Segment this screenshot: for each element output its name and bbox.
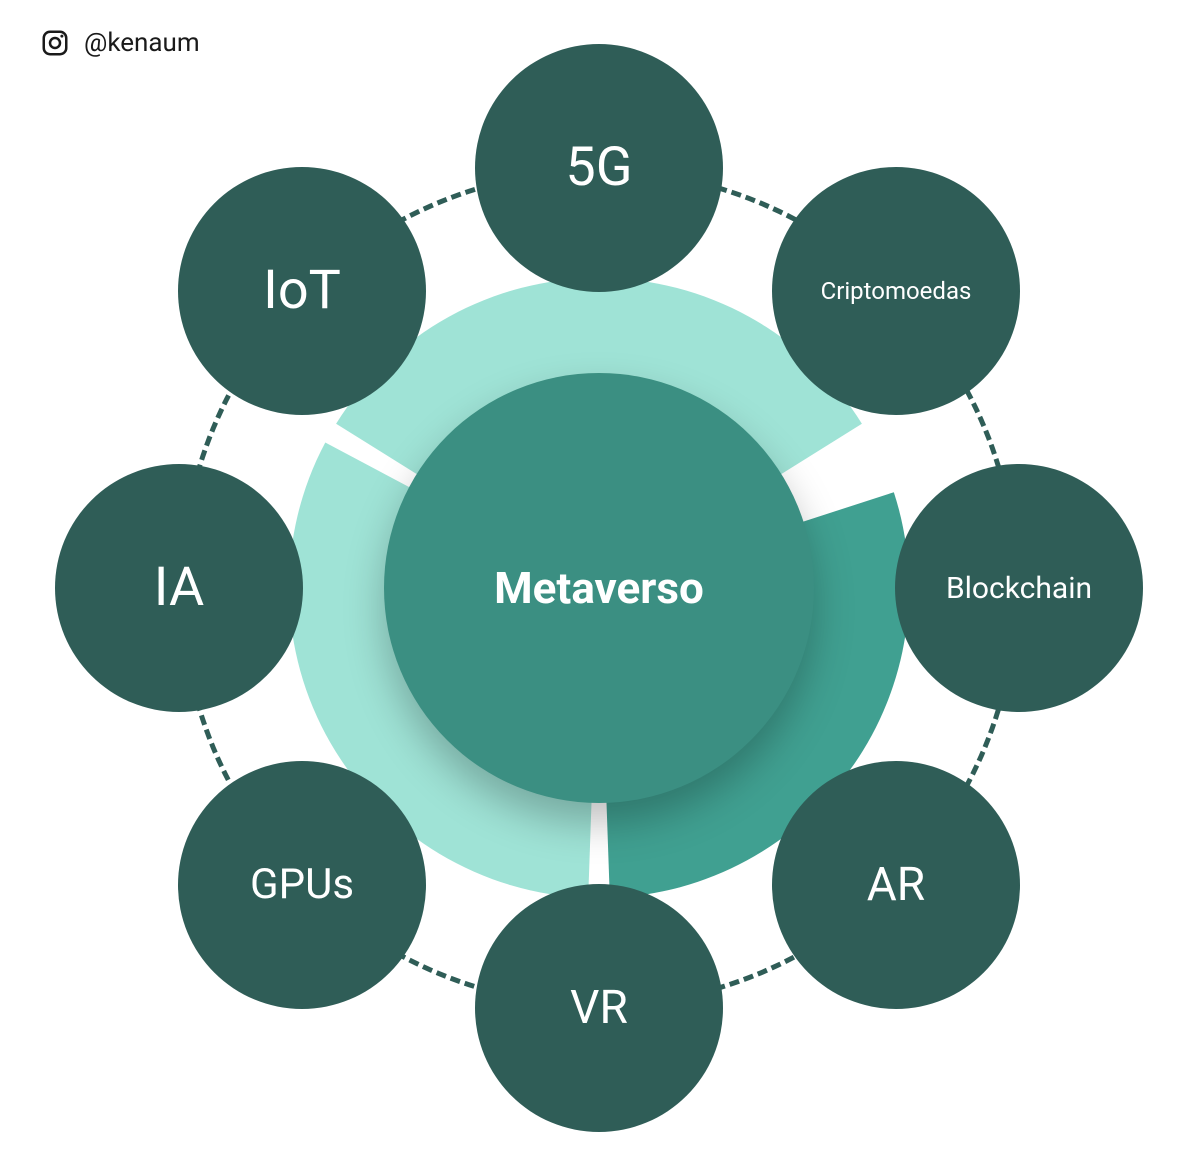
outer-node-label: GPUs [250, 862, 354, 908]
outer-node-label: IA [154, 558, 204, 617]
outer-node-label: 5G [565, 138, 632, 197]
metaverso-diagram: Metaverso 5G Criptomoedas Blockchain AR VR GP… [49, 38, 1149, 1138]
outer-node: 5G [475, 44, 723, 292]
center-node: Metaverso [384, 373, 814, 803]
outer-node: IoT [178, 167, 426, 415]
outer-node: IA [55, 464, 303, 712]
outer-node-label: IoT [263, 261, 341, 320]
outer-node: Criptomoedas [772, 167, 1020, 415]
outer-node-label: VR [570, 983, 628, 1034]
outer-node-label: Blockchain [946, 572, 1092, 605]
outer-node: AR [772, 761, 1020, 1009]
outer-node: VR [475, 884, 723, 1132]
outer-node: GPUs [178, 761, 426, 1009]
outer-node-label: Criptomoedas [821, 278, 972, 304]
outer-node-label: AR [867, 860, 925, 911]
outer-node: Blockchain [895, 464, 1143, 712]
center-label: Metaverso [494, 562, 704, 614]
